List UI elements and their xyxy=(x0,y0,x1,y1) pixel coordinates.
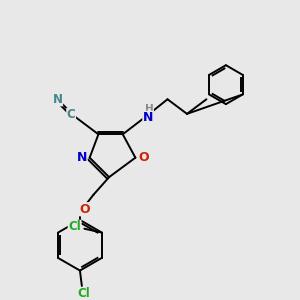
Text: N: N xyxy=(77,151,87,164)
Text: O: O xyxy=(138,151,148,164)
Text: N: N xyxy=(52,93,62,106)
Text: C: C xyxy=(67,108,76,121)
Text: Cl: Cl xyxy=(77,287,90,300)
Text: H: H xyxy=(145,104,153,114)
Text: Cl: Cl xyxy=(68,220,81,233)
Text: O: O xyxy=(80,203,90,216)
Text: N: N xyxy=(143,111,153,124)
